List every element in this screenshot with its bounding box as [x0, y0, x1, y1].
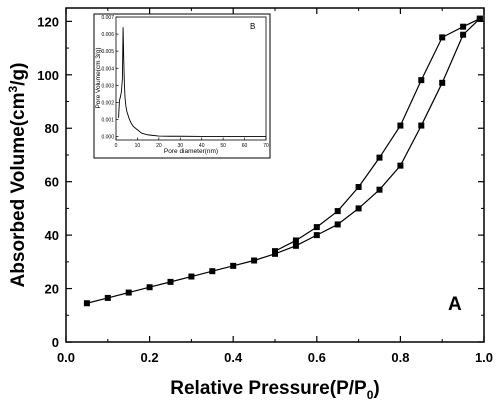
data-point: [476, 15, 483, 22]
x-tick-label: 0.2: [141, 350, 159, 365]
inset-series: [118, 27, 266, 137]
data-point: [460, 31, 467, 38]
y-tick-label: 120: [37, 14, 59, 29]
inset-y-tick-label: 0.002: [101, 100, 114, 106]
data-point: [292, 242, 299, 249]
data-point: [376, 154, 383, 161]
x-axis-label: Relative Pressure(P/P0): [170, 378, 379, 402]
y-tick-label: 40: [45, 228, 59, 243]
inset-y-tick-label: 0.005: [101, 49, 114, 55]
data-point: [397, 162, 404, 169]
inset-x-tick-label: 0: [115, 143, 118, 149]
panel-label-a: A: [448, 294, 462, 315]
data-point: [167, 278, 174, 285]
inset-y-tick-label: 0.007: [101, 15, 114, 21]
inset-x-tick-label: 10: [135, 143, 141, 149]
data-point: [355, 184, 362, 191]
x-tick-label: 0.8: [391, 350, 409, 365]
y-tick-label: 20: [45, 282, 59, 297]
inset-y-tick-label: 0.000: [101, 135, 114, 141]
inset-x-tick-label: 40: [199, 143, 205, 149]
inset-plot-frame: [115, 16, 267, 141]
inset-x-axis-label: Pore diameter(nm): [164, 148, 218, 155]
y-tick-label: 0: [52, 335, 59, 350]
y-tick-label: 100: [37, 68, 59, 83]
y-axis-label-end: /g): [8, 63, 29, 86]
x-tick-label: 0.0: [57, 350, 75, 365]
inset-y-tick-label: 0.003: [101, 83, 114, 89]
data-point: [376, 186, 383, 193]
inset-x-tick-label: 50: [220, 143, 226, 149]
y-axis-label-superscript: 3: [6, 85, 20, 92]
data-point: [209, 268, 216, 275]
x-axis-label-subscript: 0: [367, 388, 374, 402]
data-point: [313, 224, 320, 231]
inset-x-tick-label: 60: [242, 143, 248, 149]
data-point: [313, 232, 320, 239]
main-series: [83, 15, 483, 307]
data-point: [460, 23, 467, 30]
x-tick-label: 1.0: [475, 350, 493, 365]
x-tick-label: 0.6: [308, 350, 326, 365]
inset-ticks: 0 10 20 30 40 50 60 70 0.000 0.001 0.002 0.003 0.004…: [101, 15, 269, 149]
data-point: [334, 221, 341, 228]
y-tick-label: 60: [45, 175, 59, 190]
pore-distribution-line: [118, 27, 266, 137]
x-axis-label-main: Relative Pressure(P/P: [170, 378, 367, 399]
inset-y-tick-label: 0.006: [101, 32, 114, 38]
data-point: [251, 257, 258, 264]
data-point: [355, 205, 362, 212]
data-point: [292, 237, 299, 244]
data-point: [146, 284, 153, 291]
inset-x-tick-label: 30: [178, 143, 184, 149]
data-point: [418, 77, 425, 84]
inset-y-tick-label: 0.001: [101, 118, 114, 124]
y-axis-label-main: Absorbed Volume(cm: [8, 92, 29, 287]
data-point: [272, 248, 278, 255]
panel-label-b: B: [250, 22, 255, 31]
inset-y-tick-label: 0.004: [101, 66, 114, 72]
data-point: [230, 262, 237, 269]
desorption-line: [274, 18, 481, 252]
adsorption-line: [86, 18, 481, 304]
data-point: [188, 273, 195, 280]
data-point: [418, 122, 425, 129]
data-point: [334, 208, 341, 215]
x-tick-label: 0.4: [224, 350, 243, 365]
data-point: [125, 289, 132, 296]
data-point: [397, 122, 404, 129]
x-axis-label-end: ): [373, 378, 379, 399]
inset-y-axis-label: Pore Volume(cm 3/g): [95, 47, 102, 108]
data-point: [439, 34, 446, 41]
data-point: [439, 79, 446, 86]
y-axis-label: Absorbed Volume(cm3/g): [6, 63, 29, 288]
y-tick-label: 80: [45, 121, 59, 136]
inset-x-tick-label: 20: [156, 143, 162, 149]
data-point: [83, 300, 90, 307]
inset-x-tick-label: 70: [263, 143, 269, 149]
data-point: [104, 294, 111, 301]
